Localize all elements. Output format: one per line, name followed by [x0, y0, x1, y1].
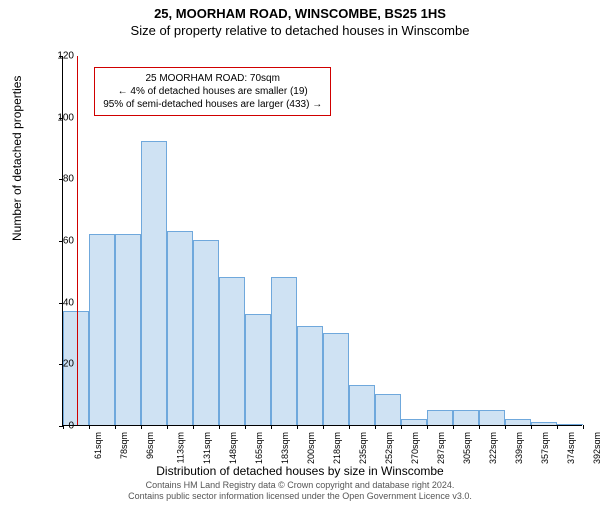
xtick-label: 287sqm	[436, 432, 446, 464]
xtick-mark	[193, 425, 194, 429]
histogram-bar	[427, 410, 453, 425]
xtick-mark	[427, 425, 428, 429]
histogram-bar	[453, 410, 479, 425]
xtick-mark	[245, 425, 246, 429]
xtick-mark	[453, 425, 454, 429]
histogram-bar	[505, 419, 531, 425]
histogram-bar	[219, 277, 245, 425]
xtick-label: 183sqm	[280, 432, 290, 464]
xtick-label: 113sqm	[175, 432, 185, 463]
ytick-label: 120	[46, 51, 74, 62]
xtick-label: 96sqm	[145, 432, 155, 459]
histogram-bar	[401, 419, 427, 425]
histogram-bar	[193, 240, 219, 425]
info-box-line: 95% of semi-detached houses are larger (…	[103, 98, 322, 111]
ytick-label: 20	[46, 359, 74, 370]
xtick-mark	[219, 425, 220, 429]
xtick-mark	[479, 425, 480, 429]
histogram-bar	[323, 333, 349, 426]
x-axis-label: Distribution of detached houses by size …	[0, 464, 600, 478]
ytick-label: 60	[46, 236, 74, 247]
xtick-mark	[167, 425, 168, 429]
xtick-mark	[375, 425, 376, 429]
info-box: 25 MOORHAM ROAD: 70sqm← 4% of detached h…	[94, 67, 331, 116]
xtick-mark	[89, 425, 90, 429]
xtick-label: 218sqm	[332, 432, 342, 464]
histogram-bar	[349, 385, 375, 425]
ytick-label: 80	[46, 174, 74, 185]
xtick-mark	[141, 425, 142, 429]
xtick-mark	[531, 425, 532, 429]
plot-frame: 61sqm78sqm96sqm113sqm131sqm148sqm165sqm1…	[62, 56, 582, 426]
xtick-label: 252sqm	[384, 432, 394, 464]
xtick-label: 235sqm	[358, 432, 368, 464]
histogram-bar	[557, 424, 583, 425]
histogram-bar	[141, 141, 167, 425]
histogram-bar	[479, 410, 505, 425]
ytick-label: 0	[46, 421, 74, 432]
chart-title-line1: 25, MOORHAM ROAD, WINSCOMBE, BS25 1HS	[0, 6, 600, 21]
ytick-label: 40	[46, 297, 74, 308]
xtick-mark	[401, 425, 402, 429]
xtick-label: 270sqm	[410, 432, 420, 464]
xtick-label: 200sqm	[306, 432, 316, 464]
histogram-bar	[297, 326, 323, 425]
xtick-mark	[557, 425, 558, 429]
chart-container: 25, MOORHAM ROAD, WINSCOMBE, BS25 1HS Si…	[0, 6, 600, 506]
xtick-mark	[583, 425, 584, 429]
histogram-bar	[271, 277, 297, 425]
xtick-label: 165sqm	[254, 432, 264, 464]
y-axis-label: Number of detached properties	[10, 76, 24, 241]
xtick-label: 392sqm	[592, 432, 600, 464]
xtick-label: 322sqm	[488, 432, 498, 464]
xtick-mark	[349, 425, 350, 429]
xtick-mark	[505, 425, 506, 429]
chart-title-line2: Size of property relative to detached ho…	[0, 23, 600, 38]
xtick-mark	[297, 425, 298, 429]
histogram-bar	[89, 234, 115, 425]
xtick-label: 78sqm	[119, 432, 129, 459]
xtick-mark	[271, 425, 272, 429]
footnote: Contains HM Land Registry data © Crown c…	[0, 480, 600, 502]
plot-area: 61sqm78sqm96sqm113sqm131sqm148sqm165sqm1…	[62, 56, 582, 426]
footnote-line2: Contains public sector information licen…	[0, 491, 600, 502]
xtick-label: 305sqm	[462, 432, 472, 464]
xtick-label: 374sqm	[566, 432, 576, 464]
footnote-line1: Contains HM Land Registry data © Crown c…	[0, 480, 600, 491]
xtick-label: 339sqm	[514, 432, 524, 464]
histogram-bar	[531, 422, 557, 425]
histogram-bar	[375, 394, 401, 425]
xtick-label: 148sqm	[228, 432, 238, 464]
histogram-bar	[167, 231, 193, 425]
info-box-line: ← 4% of detached houses are smaller (19)	[103, 85, 322, 98]
reference-line	[77, 56, 78, 425]
xtick-label: 131sqm	[202, 432, 212, 464]
xtick-mark	[115, 425, 116, 429]
xtick-label: 61sqm	[93, 432, 103, 459]
xtick-mark	[323, 425, 324, 429]
histogram-bar	[115, 234, 141, 425]
info-box-line: 25 MOORHAM ROAD: 70sqm	[103, 72, 322, 85]
xtick-label: 357sqm	[540, 432, 550, 464]
ytick-label: 100	[46, 112, 74, 123]
histogram-bar	[245, 314, 271, 425]
